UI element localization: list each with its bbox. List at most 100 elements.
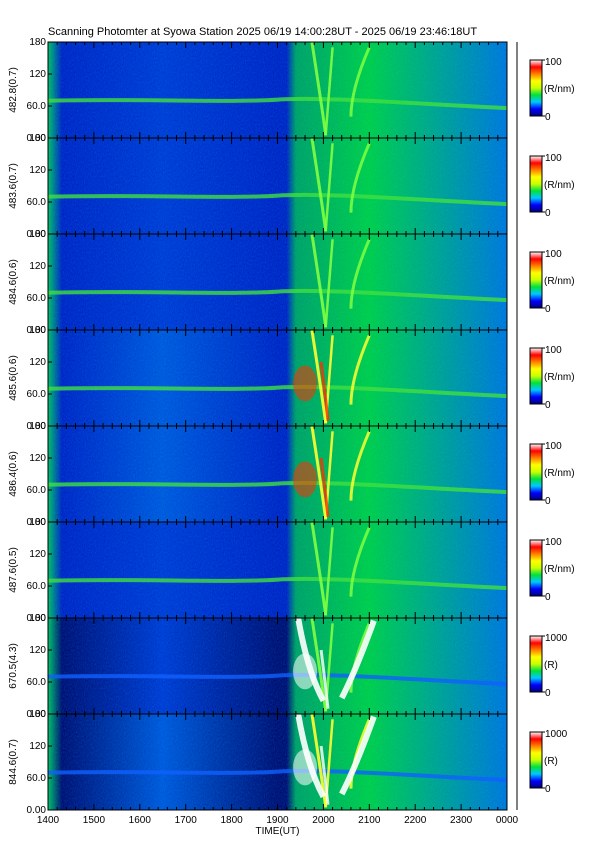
colorbar-unit: (R) xyxy=(544,660,558,671)
colorbar-min: 0 xyxy=(545,400,551,411)
arc-structure xyxy=(349,46,371,117)
y-tick-label: 120 xyxy=(29,261,46,272)
y-tick-label: 60.0 xyxy=(27,389,47,400)
y-tick-label: 120 xyxy=(29,69,46,80)
emission-band xyxy=(47,288,508,303)
x-tick-label: 2300 xyxy=(450,815,473,826)
x-tick-label: 2100 xyxy=(358,815,381,826)
panel-6: 0.00 60.0 120 180 487.6(0.5) 100 0 (R/nm) xyxy=(8,517,575,624)
emission-band xyxy=(47,576,508,591)
heatmap-noise xyxy=(48,42,507,138)
colorbar-min: 0 xyxy=(545,304,551,315)
x-tick-label: 1900 xyxy=(266,815,289,826)
colorbar-unit: (R) xyxy=(544,756,558,767)
y-tick-label: 0.00 xyxy=(27,709,47,720)
y-tick-label: 60.0 xyxy=(27,677,47,688)
x-tick-label: 1500 xyxy=(83,815,106,826)
colorbar-max: 100 xyxy=(545,153,562,164)
colorbar-max: 100 xyxy=(545,249,562,260)
colorbar-unit: (R/nm) xyxy=(544,84,575,95)
panel-label: 670.5(4.3) xyxy=(8,643,19,689)
y-tick-label: 60.0 xyxy=(27,197,47,208)
y-tick-label: 120 xyxy=(29,357,46,368)
arc-structure xyxy=(349,430,371,501)
colorbar-min: 0 xyxy=(545,208,551,219)
y-tick-label: 120 xyxy=(29,453,46,464)
y-tick-label: 120 xyxy=(29,741,46,752)
y-tick-label: 120 xyxy=(29,165,46,176)
bright-spot xyxy=(293,365,318,402)
colorbar-min: 0 xyxy=(545,784,551,795)
bright-spot xyxy=(293,461,318,498)
colorbar-max: 1000 xyxy=(545,729,568,740)
colorbar-unit: (R/nm) xyxy=(544,276,575,287)
colorbar-unit: (R/nm) xyxy=(544,468,575,479)
colorbar-min: 0 xyxy=(545,592,551,603)
emission-band xyxy=(47,384,508,399)
x-tick-label: 1600 xyxy=(129,815,152,826)
y-tick-label: 60.0 xyxy=(27,773,47,784)
y-tick-label: 60.0 xyxy=(27,101,47,112)
arc-structure xyxy=(324,143,334,232)
colorbar-unit: (R/nm) xyxy=(544,564,575,575)
arc-structure xyxy=(324,527,334,616)
panel-label: 485.6(0.6) xyxy=(8,355,19,401)
heatmap-noise xyxy=(48,330,507,426)
chart-title: Scanning Photomter at Syowa Station 2025… xyxy=(48,26,478,38)
panel-5: 0.00 60.0 120 180 486.4(0.6) 100 0 (R/nm) xyxy=(8,421,575,528)
x-tick-label: 1400 xyxy=(37,815,60,826)
arc-structure xyxy=(349,334,371,405)
colorbar-max: 1000 xyxy=(545,633,568,644)
panel-label: 483.6(0.7) xyxy=(8,163,19,209)
colorbar xyxy=(529,635,543,693)
arc-structure xyxy=(324,47,334,136)
y-tick-label: 180 xyxy=(29,517,46,528)
colorbar-max: 100 xyxy=(545,441,562,452)
panel-label: 482.8(0.7) xyxy=(8,67,19,113)
colorbar-max: 100 xyxy=(545,345,562,356)
y-tick-label: 0.00 xyxy=(27,325,47,336)
y-tick-label: 0.00 xyxy=(27,421,47,432)
x-tick-label: 2200 xyxy=(404,815,427,826)
colorbar-min: 0 xyxy=(545,496,551,507)
bright-arc xyxy=(319,649,330,709)
arc-structure xyxy=(349,526,371,597)
saturated-arc xyxy=(339,715,377,796)
saturated-arc xyxy=(339,619,377,700)
panel-label: 487.6(0.5) xyxy=(8,547,19,593)
heatmap-noise xyxy=(48,522,507,618)
emission-band xyxy=(47,672,508,687)
heatmap-noise xyxy=(48,234,507,330)
bright-arc xyxy=(319,457,330,517)
arc-structure xyxy=(324,239,334,328)
y-tick-label: 0.00 xyxy=(27,133,47,144)
y-tick-label: 180 xyxy=(29,229,46,240)
emission-band xyxy=(47,192,508,207)
heatmap-noise xyxy=(48,138,507,234)
bright-arc xyxy=(319,745,330,805)
x-tick-label: 1700 xyxy=(175,815,198,826)
arc-structure xyxy=(349,238,371,309)
emission-band xyxy=(47,96,508,111)
panel-4: 0.00 60.0 120 180 485.6(0.6) 100 0 (R/nm) xyxy=(8,325,575,432)
y-tick-label: 60.0 xyxy=(27,485,47,496)
heatmap-noise xyxy=(48,714,507,810)
saturated-arc xyxy=(295,617,327,703)
colorbar xyxy=(529,731,543,789)
colorbar xyxy=(529,251,543,309)
panel-label: 484.6(0.6) xyxy=(8,259,19,305)
colorbar-unit: (R/nm) xyxy=(544,372,575,383)
y-tick-label: 120 xyxy=(29,549,46,560)
bright-arc xyxy=(319,361,330,421)
colorbar xyxy=(529,347,543,405)
colorbar xyxy=(529,59,543,117)
panel-3: 0.00 60.0 120 180 484.6(0.6) 100 0 (R/nm) xyxy=(8,229,575,336)
colorbar-min: 0 xyxy=(545,112,551,123)
y-tick-label: 60.0 xyxy=(27,293,47,304)
emission-band xyxy=(47,480,508,495)
panel-2: 0.00 60.0 120 180 483.6(0.7) 100 0 (R/nm) xyxy=(8,133,575,240)
panel-label: 486.4(0.6) xyxy=(8,451,19,497)
y-tick-label: 0.00 xyxy=(27,805,47,816)
colorbar-unit: (R/nm) xyxy=(544,180,575,191)
y-tick-label: 180 xyxy=(29,613,46,624)
